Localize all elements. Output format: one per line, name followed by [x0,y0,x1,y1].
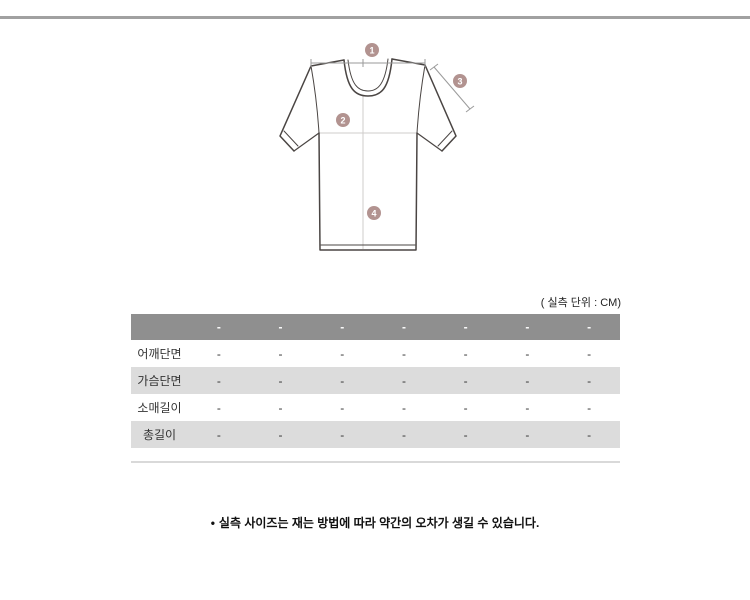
size-cell: - [278,400,283,415]
size-cell: - [525,427,530,442]
row-label: 가슴단면 [137,374,182,388]
bottom-divider [131,461,620,463]
marker-1-badge [365,43,379,57]
size-header-cell: - [558,314,620,340]
size-cell: - [587,346,592,361]
marker-2-badge [336,113,350,127]
size-header-cell: - [496,314,559,340]
row-label: 소매길이 [137,401,182,415]
size-cell: - [278,427,283,442]
measure-marker-4: 4 [367,206,381,220]
unit-note: ( 실측 단위 : CM) [540,297,621,309]
row-label: 총길이 [142,428,177,442]
size-cell: - [340,427,345,442]
measure-marker-1: 1 [365,43,379,57]
measure-marker-2: 2 [336,113,350,127]
size-cell: - [340,346,345,361]
size-cell: - [216,346,221,361]
size-cell: - [463,346,468,361]
tshirt-outline-icon [279,58,457,251]
measurement-disclaimer: • 실측 사이즈는 재는 방법에 따라 약간의 오차가 생길 수 있습니다. [0,514,750,531]
size-cell: - [340,373,345,388]
size-cell: - [401,400,406,415]
size-header-cell: - [373,314,435,340]
size-cell: - [401,427,406,442]
table-row-length: 총길이 - - - - - - - [131,421,620,448]
marker-2-number: 2 [340,116,345,126]
size-cell: - [401,346,406,361]
measure-lines [310,59,475,113]
tshirt-measurement-diagram: 1 2 3 4 [260,32,490,262]
marker-1-number: 1 [369,46,374,56]
size-table: - - - - - - - 어깨단면 - - - - - - - 가슴단면 [131,314,620,448]
measure-marker-3: 3 [453,74,467,88]
size-cell: - [216,373,221,388]
size-cell: - [463,400,468,415]
size-cell: - [216,427,221,442]
size-cell: - [587,373,592,388]
tshirt-diagram-svg: 1 2 3 4 [279,43,475,251]
marker-3-number: 3 [457,77,462,87]
size-cell: - [463,373,468,388]
size-cell: - [587,400,592,415]
bullet: • [210,516,215,530]
size-cell: - [340,400,345,415]
table-row-shoulder: 어깨단면 - - - - - - - [131,340,620,367]
size-cell: - [401,373,406,388]
size-cell: - [525,346,530,361]
size-cell: - [587,427,592,442]
size-header-cell: - [188,314,250,340]
row-label: 어깨단면 [137,347,182,361]
size-cell: - [278,373,283,388]
size-cell: - [463,427,468,442]
marker-4-badge [367,206,381,220]
size-header-cell: - [434,314,497,340]
marker-3-badge [453,74,467,88]
marker-4-number: 4 [371,209,376,219]
table-row-sleeve: 소매길이 - - - - - - - [131,394,620,421]
size-cell: - [525,400,530,415]
size-cell: - [525,373,530,388]
measure-guide-lines [319,96,417,249]
disclaimer-text: 실측 사이즈는 재는 방법에 따라 약간의 오차가 생길 수 있습니다. [218,516,540,530]
size-cell: - [216,400,221,415]
size-table-header-label-cell [131,314,188,340]
top-divider [0,16,750,19]
size-cell: - [278,346,283,361]
size-table-header-row: - - - - - - - [131,314,620,340]
size-header-cell: - [249,314,312,340]
size-header-cell: - [311,314,374,340]
table-row-chest: 가슴단면 - - - - - - - [131,367,620,394]
